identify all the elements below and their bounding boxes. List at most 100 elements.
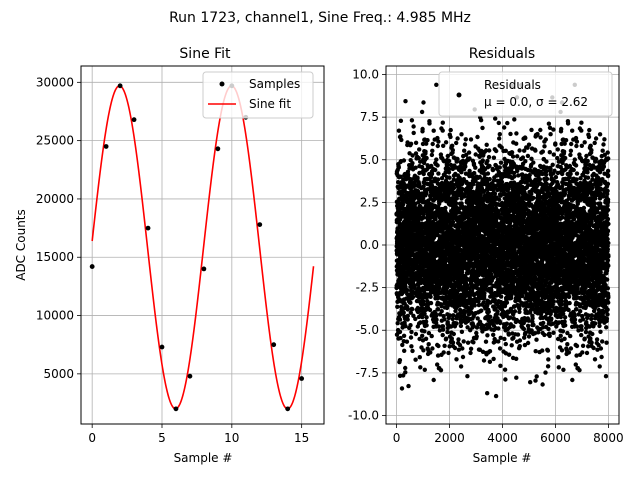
residual-point — [508, 132, 512, 136]
residual-point — [498, 165, 502, 169]
sine-fit-ylabel: ADC Counts — [14, 209, 28, 281]
residual-point — [510, 150, 514, 154]
residual-point — [481, 158, 485, 162]
residual-point — [451, 317, 455, 321]
residual-point — [418, 365, 422, 369]
residual-point — [423, 368, 427, 372]
y-tick-label: 15000 — [36, 250, 74, 264]
residual-point — [503, 377, 507, 381]
residual-point — [454, 321, 458, 325]
residual-point — [454, 357, 458, 361]
residual-point — [493, 298, 497, 302]
residual-point — [485, 333, 489, 337]
residual-point — [405, 288, 409, 292]
residual-point — [494, 394, 498, 398]
residual-point — [411, 295, 415, 299]
residual-point — [463, 142, 467, 146]
residual-point — [504, 342, 508, 346]
residual-point — [406, 173, 410, 177]
residual-point — [450, 144, 454, 148]
residual-point — [488, 360, 492, 364]
y-tick-label: 30000 — [36, 75, 74, 89]
residual-point — [409, 330, 413, 334]
residual-point — [499, 161, 503, 165]
x-tick-label: 0 — [88, 431, 96, 445]
residual-point — [424, 337, 428, 341]
residual-point — [499, 294, 503, 298]
residual-point — [405, 340, 409, 344]
residual-point — [403, 370, 407, 374]
residual-point — [412, 131, 416, 135]
residual-point — [496, 339, 500, 343]
residual-point — [398, 330, 402, 334]
residual-point — [494, 149, 498, 153]
residual-point — [397, 129, 401, 133]
residual-point — [485, 391, 489, 395]
residual-point — [437, 286, 441, 290]
residual-point — [518, 344, 522, 348]
residual-point — [420, 110, 424, 114]
residual-point — [505, 300, 509, 304]
residual-point — [515, 154, 519, 158]
residual-point — [517, 307, 521, 311]
residual-point — [435, 163, 439, 167]
residual-point — [423, 150, 427, 154]
residual-point — [523, 159, 527, 163]
residual-point — [456, 337, 460, 341]
residual-point — [485, 159, 489, 163]
residual-point — [493, 191, 497, 195]
residual-point — [452, 186, 456, 190]
residual-point — [514, 376, 518, 380]
residual-point — [512, 174, 516, 178]
residuals-title: Residuals — [469, 46, 535, 62]
residual-point — [413, 166, 417, 170]
residual-point — [402, 311, 406, 315]
sample-point — [285, 406, 290, 411]
residual-point — [417, 147, 421, 151]
y-tick-label: 20000 — [36, 192, 74, 206]
residual-point — [454, 141, 458, 145]
residual-point — [451, 313, 455, 317]
residual-point — [410, 161, 414, 165]
residual-point — [451, 148, 455, 152]
residual-point — [409, 335, 413, 339]
residual-point — [459, 132, 463, 136]
residual-point — [462, 149, 466, 153]
sample-point — [299, 376, 304, 381]
x-tick-label: 15 — [294, 431, 309, 445]
residual-point — [514, 142, 518, 146]
residual-point — [442, 317, 446, 321]
residual-point — [467, 150, 471, 154]
residual-point — [436, 307, 440, 311]
residual-point — [430, 153, 434, 157]
residual-point — [403, 99, 407, 103]
residual-point — [401, 202, 405, 206]
residual-point — [430, 334, 434, 338]
residual-point — [523, 136, 527, 140]
residual-point — [522, 327, 526, 331]
residual-point — [482, 358, 486, 362]
residual-point — [493, 116, 497, 120]
residual-point — [462, 339, 466, 343]
residual-point — [459, 364, 463, 368]
residual-point — [484, 340, 488, 344]
residual-point — [444, 337, 448, 341]
residual-point — [479, 308, 483, 312]
y-tick-label: 5000 — [43, 367, 74, 381]
residual-point — [503, 368, 507, 372]
residual-point — [410, 349, 414, 353]
residual-point — [449, 128, 453, 132]
residual-point — [408, 301, 412, 305]
residual-point — [460, 330, 464, 334]
residual-point — [420, 127, 424, 131]
residual-point — [413, 317, 417, 321]
sample-point — [90, 264, 95, 269]
residual-point — [496, 326, 500, 330]
residual-point — [410, 118, 414, 122]
residual-point — [479, 118, 483, 122]
residual-point — [406, 307, 410, 311]
residual-point — [424, 323, 428, 327]
residual-point — [444, 257, 448, 261]
x-tick-label: 5 — [158, 431, 166, 445]
residual-point — [445, 330, 449, 334]
